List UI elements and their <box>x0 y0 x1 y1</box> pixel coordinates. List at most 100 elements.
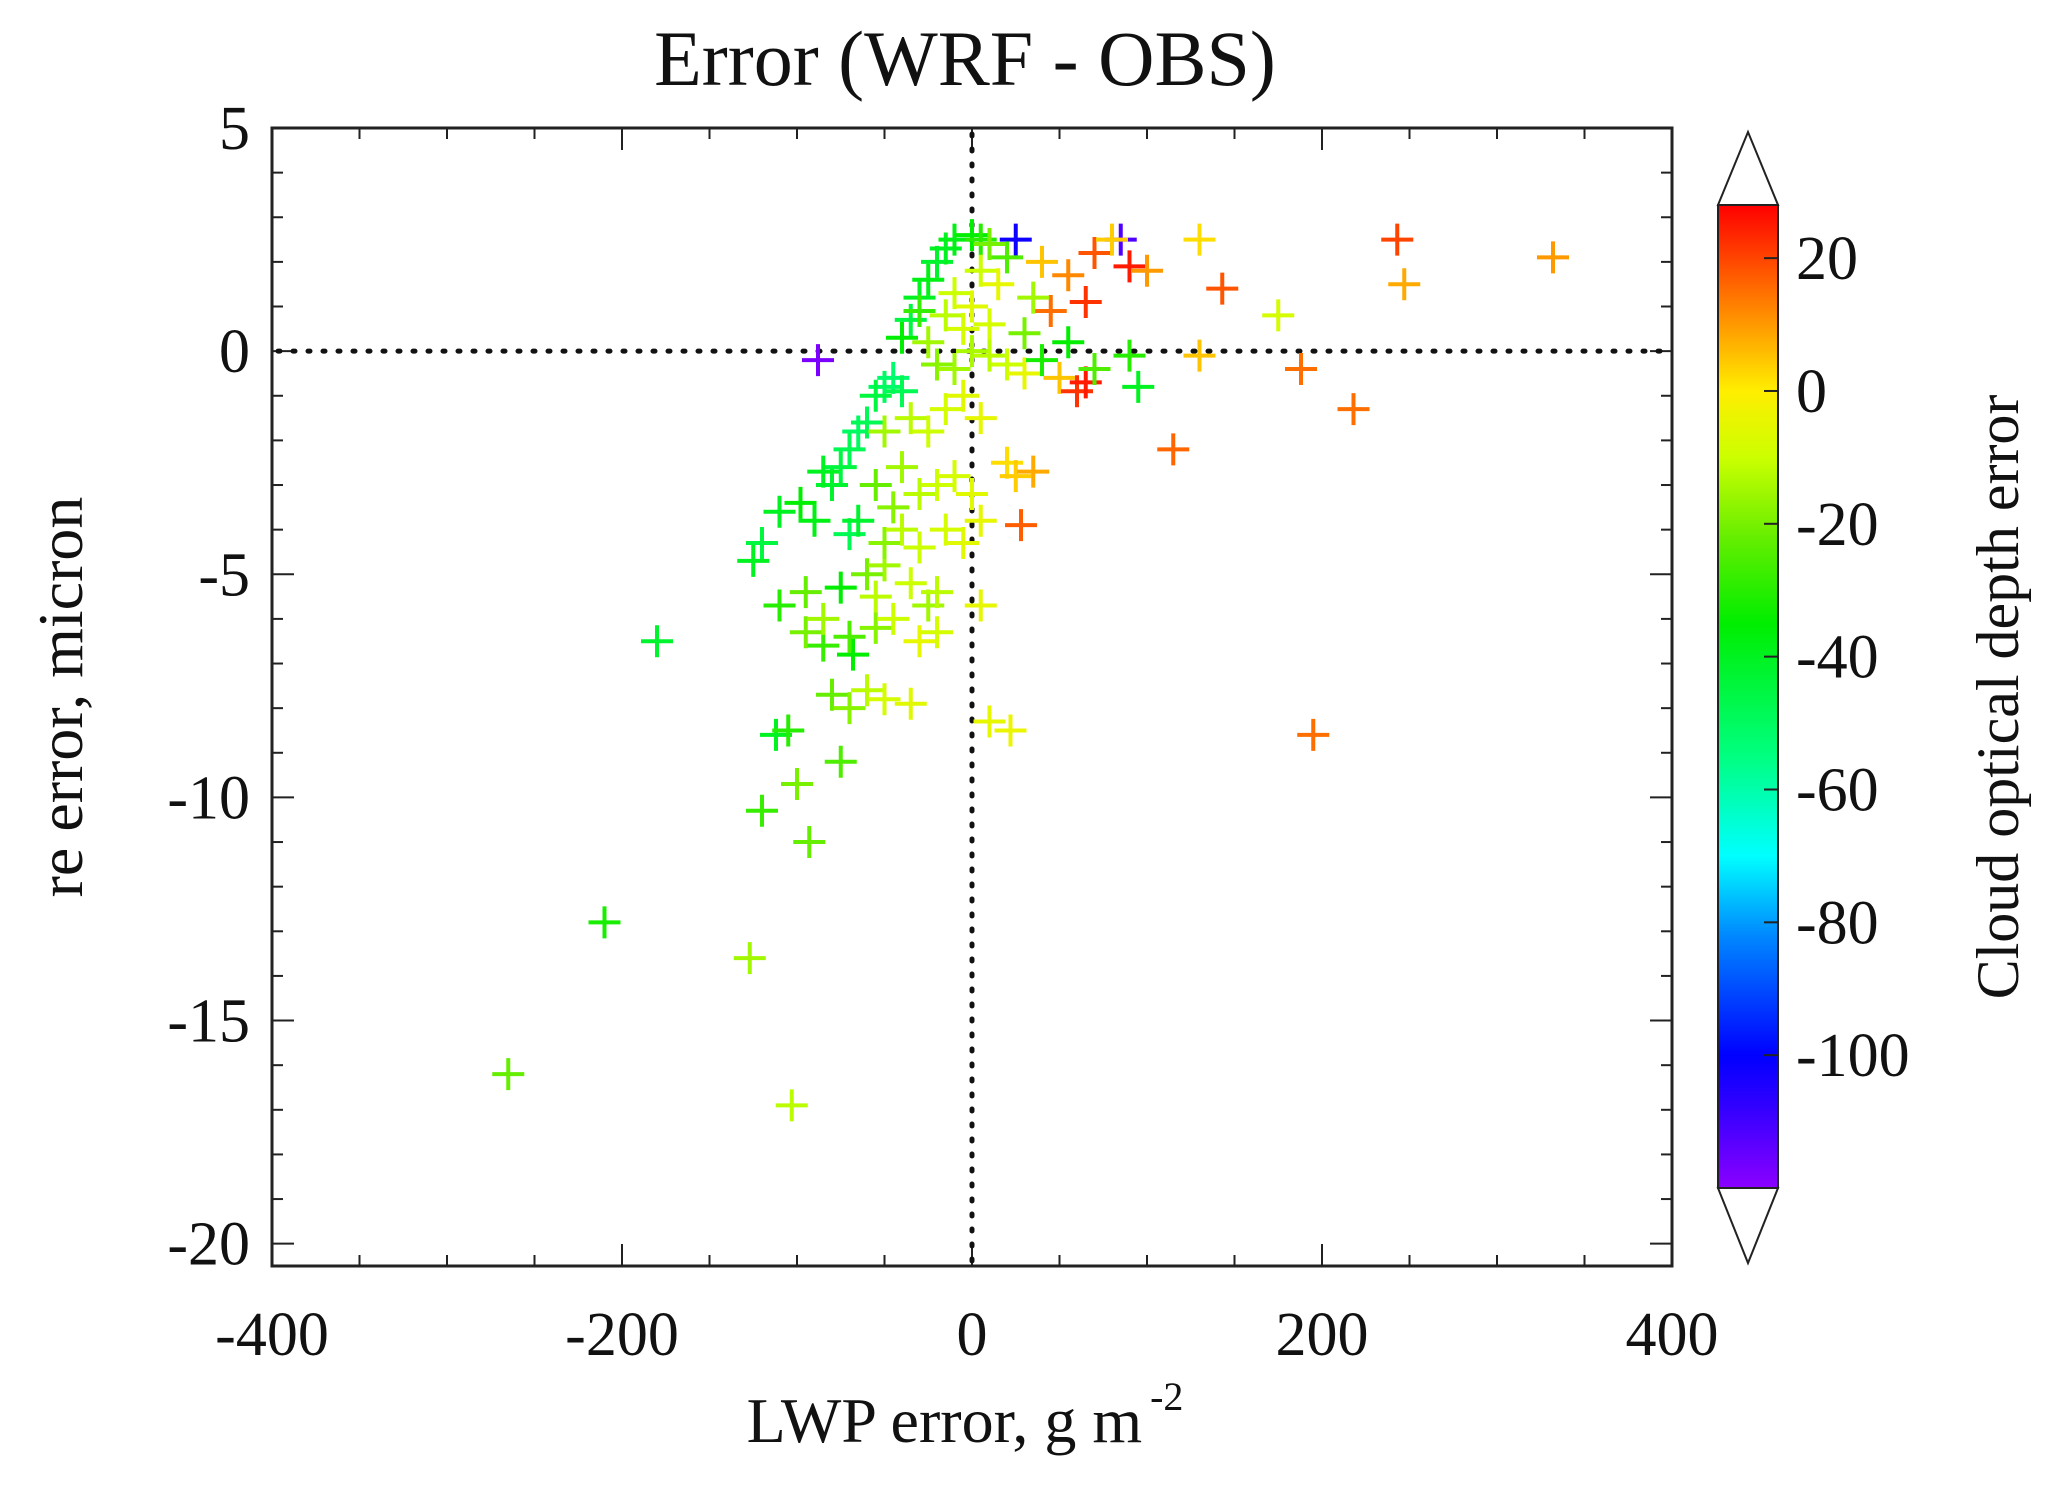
scatter-point <box>938 460 971 493</box>
scatter-point <box>772 714 805 747</box>
scatter-point <box>956 477 988 510</box>
scatter-point <box>824 451 857 484</box>
scatter-point <box>1262 299 1295 332</box>
scatter-point <box>929 232 962 265</box>
colorbar: 20 0 -20 -40 -60 -80 -100 Cloud optical depth … <box>1716 129 2031 1266</box>
scatter-point <box>956 219 988 252</box>
scatter-point <box>964 589 997 622</box>
scatter-point <box>798 504 831 537</box>
scatter-point <box>842 504 875 537</box>
scatter-point <box>912 263 945 296</box>
scatter-point <box>807 629 840 662</box>
scatter-point <box>894 402 927 435</box>
scatter-point <box>947 527 980 560</box>
scatter-point <box>1113 250 1146 283</box>
scatter-point <box>737 544 770 577</box>
scatter-point <box>903 477 936 510</box>
scatter-point <box>833 692 866 725</box>
scatter-point <box>784 486 817 519</box>
scatter-point <box>1008 317 1041 350</box>
x-tick-labels: -400 -200 0 200 400 <box>215 1301 1718 1369</box>
scatter-point <box>1157 433 1190 466</box>
y-axis-label: re error, micron <box>25 497 96 898</box>
y-tick-label: 0 <box>219 318 250 386</box>
scatter-point <box>886 451 918 484</box>
scatter-point <box>903 625 936 658</box>
scatter-point <box>733 942 766 975</box>
scatter-point <box>1122 370 1155 403</box>
scatter-point <box>789 616 822 649</box>
colorbar-tick-label: 20 <box>1796 225 1858 293</box>
scatter-point <box>833 620 866 653</box>
scatter-point <box>964 504 997 537</box>
x-tick-label: -200 <box>565 1301 679 1369</box>
scatter-point <box>886 513 918 546</box>
x-axis-label-main: LWP error, g m <box>747 1385 1143 1456</box>
scatter-point <box>877 491 910 524</box>
chart-title: Error (WRF - OBS) <box>654 15 1276 102</box>
scatter-point <box>929 299 962 332</box>
scatter-point <box>877 361 910 394</box>
scatter-point <box>1017 281 1050 314</box>
scatter-point <box>837 638 869 671</box>
scatter-point <box>859 580 892 613</box>
scatter-point <box>588 906 621 939</box>
scatter-point <box>877 602 910 635</box>
scatter-point <box>999 223 1032 256</box>
y-tick-label: -10 <box>167 764 250 832</box>
x-axis-label: LWP error, g m -2 <box>747 1374 1184 1456</box>
scatter-point <box>1537 241 1569 274</box>
scatter-point <box>763 589 796 622</box>
scatter-point <box>851 406 883 439</box>
scatter-points <box>492 219 1569 1122</box>
scatter-point <box>1388 268 1421 301</box>
scatter-point <box>999 460 1032 493</box>
scatter-point <box>824 571 857 604</box>
scatter-point <box>1005 509 1037 542</box>
scatter-point <box>973 705 1006 738</box>
plot-area <box>270 126 1674 1268</box>
scatter-point <box>1052 326 1085 359</box>
scatter-point <box>868 370 901 403</box>
scatter-point <box>1131 254 1163 287</box>
y-tick-label: -5 <box>198 541 250 609</box>
scatter-point <box>816 678 848 711</box>
scatter-point <box>1381 223 1414 256</box>
colorbar-tick-label: -20 <box>1796 491 1879 559</box>
y-tick-label: -20 <box>167 1211 250 1279</box>
scatter-point <box>781 768 813 801</box>
scatter-point <box>1008 357 1041 390</box>
scatter-point <box>807 455 840 488</box>
scatter-point <box>947 312 980 345</box>
scatter-point <box>956 290 988 323</box>
colorbar-tick-label: 0 <box>1796 358 1827 426</box>
scatter-point <box>912 589 945 622</box>
scatter-point <box>929 513 962 546</box>
scatter-point <box>816 469 848 502</box>
scatter-point <box>824 745 857 778</box>
y-tick-labels: 5 0 -5 -10 -15 -20 <box>167 95 250 1279</box>
scatter-point <box>1034 294 1067 327</box>
colorbar-ticks <box>1764 257 1778 1057</box>
scatter-point <box>886 321 918 354</box>
scatter-point <box>903 531 936 564</box>
scatter-point <box>912 415 945 448</box>
scatter-point <box>964 223 997 256</box>
scatter-point <box>1113 339 1146 372</box>
scatter-point <box>775 1089 808 1122</box>
colorbar-gradient <box>1717 204 1779 1189</box>
scatter-point <box>994 714 1027 747</box>
scatter-point <box>938 277 971 310</box>
minor-ticks <box>272 128 1672 1266</box>
scatter-point <box>1206 272 1239 305</box>
scatter-point <box>921 576 953 609</box>
scatter-point <box>912 326 945 359</box>
scatter-point <box>868 415 901 448</box>
scatter-point <box>746 527 778 560</box>
scatter-point <box>1069 286 1102 319</box>
scatter-point <box>851 674 883 707</box>
x-tick-label: -400 <box>215 1301 329 1369</box>
scatter-point <box>964 254 997 287</box>
scatter-point <box>1078 352 1111 385</box>
